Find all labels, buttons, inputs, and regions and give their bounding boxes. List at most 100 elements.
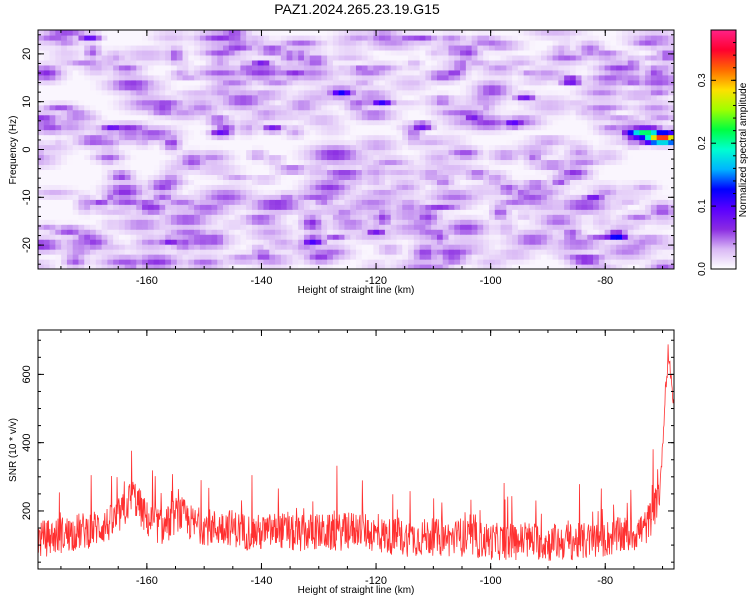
heatmap-cell [593, 49, 600, 56]
heatmap-cell [419, 189, 426, 195]
heatmap-cell [419, 129, 426, 136]
heatmap-cell [84, 99, 91, 106]
heatmap-cell [251, 214, 259, 220]
heatmap-cell [107, 109, 114, 116]
heatmap-cell [448, 69, 455, 76]
heatmap-cell [541, 144, 548, 151]
heatmap-cell [500, 259, 507, 265]
heatmap-cell [61, 254, 68, 260]
heatmap-cell [598, 234, 606, 240]
heatmap-cell [136, 254, 143, 260]
heatmap-cell [205, 94, 213, 101]
heatmap-cell [303, 49, 311, 56]
heatmap-cell [211, 169, 218, 175]
heatmap-cell [49, 244, 56, 250]
heatmap-cell [205, 39, 213, 46]
heatmap-cell [78, 219, 85, 225]
heatmap-cell [84, 224, 91, 230]
heatmap-cell [38, 249, 45, 255]
heatmap-cell [650, 259, 658, 265]
heatmap-cell [419, 124, 426, 131]
heatmap-cell [223, 179, 230, 185]
heatmap-cell [118, 54, 126, 61]
heatmap-cell [55, 259, 62, 265]
heatmap-cell [662, 139, 669, 146]
heatmap-cell [286, 254, 293, 260]
heatmap-cell [38, 59, 45, 66]
heatmap-cell [454, 44, 461, 51]
heatmap-cell [350, 244, 357, 250]
heatmap-cell [153, 39, 161, 46]
heatmap-cell [506, 179, 513, 185]
heatmap-cell [535, 119, 542, 126]
heatmap-cell [240, 234, 247, 240]
heatmap-cell [280, 79, 288, 86]
heatmap-cell [483, 54, 490, 61]
heatmap-cell [72, 54, 80, 61]
heatmap-cell [136, 244, 143, 250]
heatmap-cell [535, 259, 542, 265]
heatmap-cell [546, 144, 554, 151]
heatmap-cell [223, 159, 230, 166]
heatmap-cell [500, 174, 507, 180]
heatmap-cell [257, 249, 265, 255]
heatmap-cell [442, 89, 450, 96]
heatmap-cell [587, 124, 594, 131]
heatmap-cell [367, 169, 374, 175]
heatmap-cell [408, 79, 415, 86]
heatmap-cell [587, 194, 594, 200]
heatmap-cell [425, 174, 432, 180]
heatmap-cell [483, 84, 490, 91]
heatmap-cell [627, 149, 635, 156]
heatmap-cell [564, 89, 571, 96]
heatmap-cell [656, 209, 664, 215]
heatmap-cell [61, 59, 68, 66]
heatmap-cell [402, 149, 409, 156]
heatmap-cell [107, 219, 114, 225]
heatmap-cell [153, 209, 161, 215]
heatmap-cell [165, 139, 172, 146]
heatmap-cell [321, 99, 328, 106]
heatmap-cell [460, 159, 467, 166]
heatmap-cell [147, 109, 155, 116]
heatmap-cell [130, 74, 137, 81]
heatmap-cell [199, 254, 207, 260]
heatmap-cell [286, 184, 293, 190]
heatmap-cell [188, 109, 195, 116]
heatmap-cell [101, 209, 108, 215]
heatmap-cell [460, 64, 467, 71]
heatmap-cell [298, 194, 305, 200]
heatmap-cell [269, 99, 276, 106]
heatmap-cell [101, 239, 108, 245]
heatmap-cell [49, 74, 56, 81]
heatmap-cell [390, 124, 398, 131]
heatmap-cell [425, 264, 432, 269]
heatmap-cell [471, 104, 479, 111]
heatmap-cell [309, 254, 317, 260]
heatmap-cell [303, 114, 311, 121]
heatmap-cell [373, 179, 380, 185]
heatmap-cell [257, 194, 265, 200]
heatmap-cell [142, 74, 149, 81]
heatmap-cell [84, 194, 91, 200]
heatmap-cell [604, 244, 611, 250]
heatmap-cell [223, 194, 230, 200]
heatmap-cell [72, 119, 80, 126]
heatmap-cell [552, 44, 559, 51]
heatmap-cell [263, 209, 270, 215]
heatmap-cell [402, 64, 409, 71]
heatmap-cell [604, 154, 611, 161]
heatmap-cell [90, 214, 97, 220]
heatmap-cell [546, 129, 554, 136]
heatmap-cell [344, 94, 351, 101]
heatmap-cell [633, 204, 640, 210]
heatmap-cell [384, 104, 392, 111]
heatmap-cell [419, 89, 426, 96]
heatmap-cell [292, 224, 299, 230]
heatmap-cell [627, 179, 635, 185]
heatmap-cell [668, 44, 674, 51]
heatmap-cell [645, 84, 652, 91]
heatmap-cell [575, 49, 583, 56]
heatmap-cell [645, 219, 652, 225]
heatmap-cell [454, 224, 461, 230]
